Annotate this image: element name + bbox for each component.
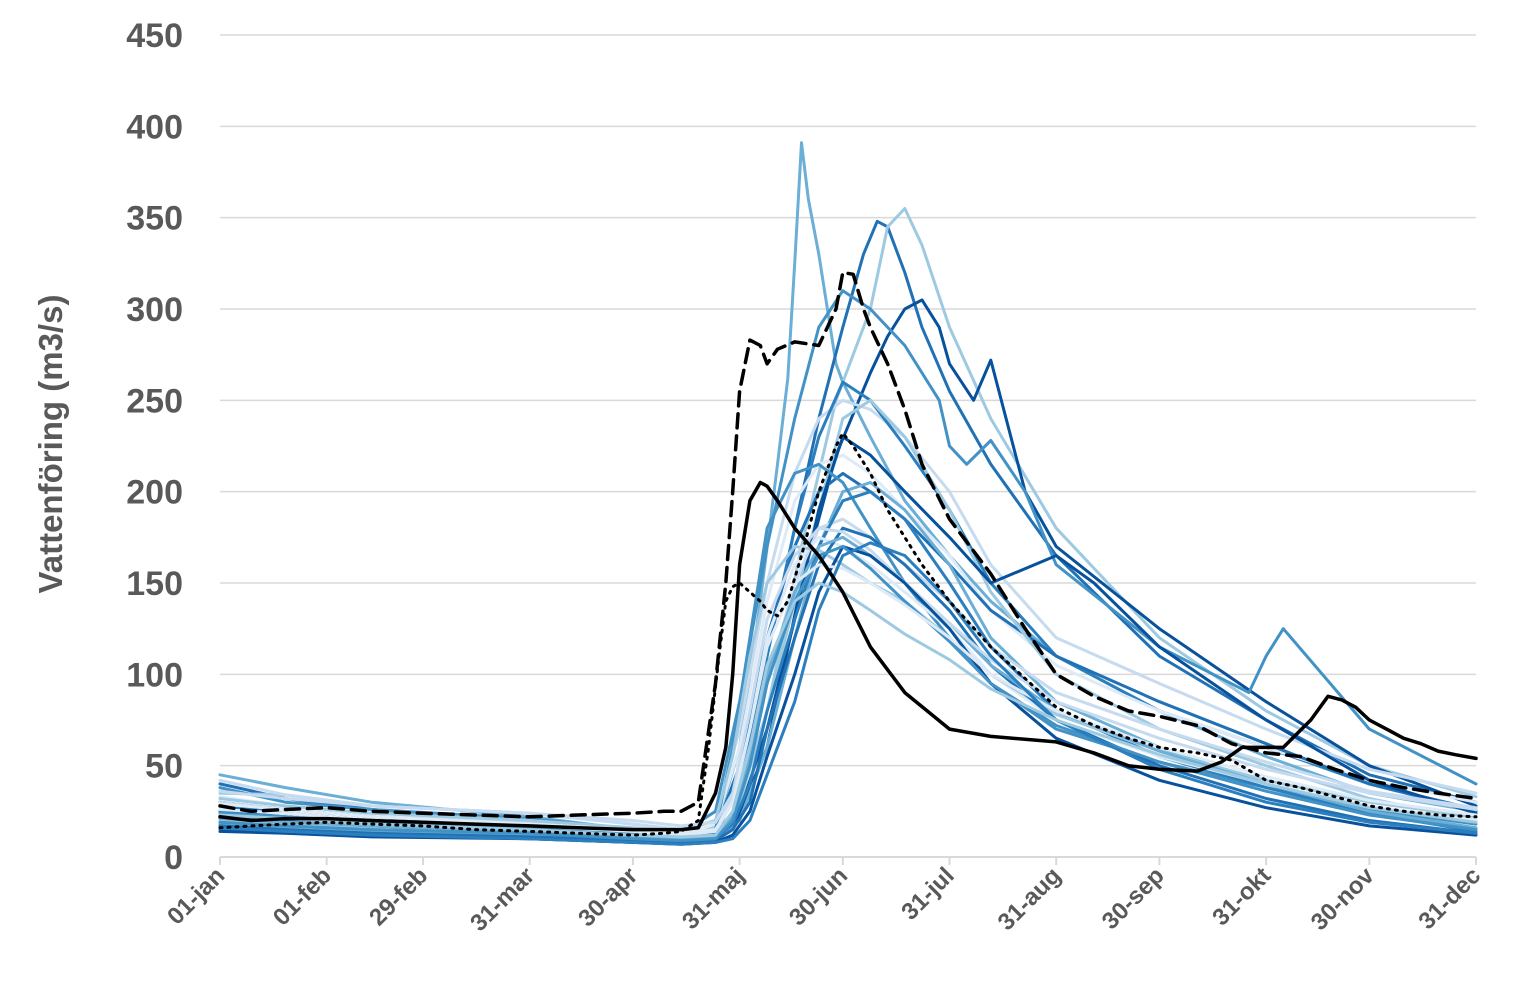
y-tick-label: 300 bbox=[126, 291, 183, 329]
y-tick-label: 0 bbox=[164, 839, 183, 877]
y-tick-label: 250 bbox=[126, 382, 183, 420]
series-line bbox=[218, 581, 1478, 839]
series-line bbox=[218, 545, 1478, 833]
series-line bbox=[218, 545, 1478, 843]
axes bbox=[219, 856, 1477, 865]
x-tick-label: 30-nov bbox=[1306, 862, 1380, 936]
x-tick-label: 30-sep bbox=[1097, 862, 1170, 935]
y-tick-label: 200 bbox=[126, 474, 183, 512]
x-tick-label: 31-okt bbox=[1207, 862, 1276, 931]
x-tick-label: 31-mar bbox=[465, 862, 540, 937]
series-line bbox=[218, 270, 1478, 819]
x-tick-label: 30-jun bbox=[784, 862, 853, 931]
x-tick-label: 29-feb bbox=[364, 862, 433, 931]
y-tick-label: 100 bbox=[126, 656, 183, 694]
y-axis-title: Vattenföring (m3/s) bbox=[32, 295, 69, 594]
y-tick-label: 400 bbox=[126, 108, 183, 146]
gridlines bbox=[220, 34, 1476, 767]
series-line bbox=[218, 541, 1478, 846]
series-line bbox=[218, 431, 1478, 837]
x-tick-label: 01-feb bbox=[268, 862, 337, 931]
series-line bbox=[218, 453, 1478, 837]
y-tick-label: 50 bbox=[145, 748, 183, 786]
x-tick-labels: 01-jan 01-feb 29-feb 31-mar 30-apr 31-maj 30-j… bbox=[162, 862, 1486, 937]
x-tick-label: 31-maj bbox=[677, 862, 750, 935]
x-tick-label: 31-aug bbox=[993, 862, 1067, 936]
series-group bbox=[218, 141, 1478, 846]
y-tick-labels: 0 50 100 150 200 250 300 350 400 450 bbox=[126, 17, 183, 877]
y-tick-label: 350 bbox=[126, 200, 183, 238]
series-line bbox=[218, 480, 1478, 832]
series-line bbox=[218, 545, 1478, 846]
x-tick-label: 30-apr bbox=[573, 862, 643, 932]
y-tick-label: 450 bbox=[126, 17, 183, 55]
x-tick-label: 31-jul bbox=[896, 862, 959, 925]
y-tick-label: 150 bbox=[126, 565, 183, 603]
x-tick-label: 31-dec bbox=[1413, 862, 1486, 935]
